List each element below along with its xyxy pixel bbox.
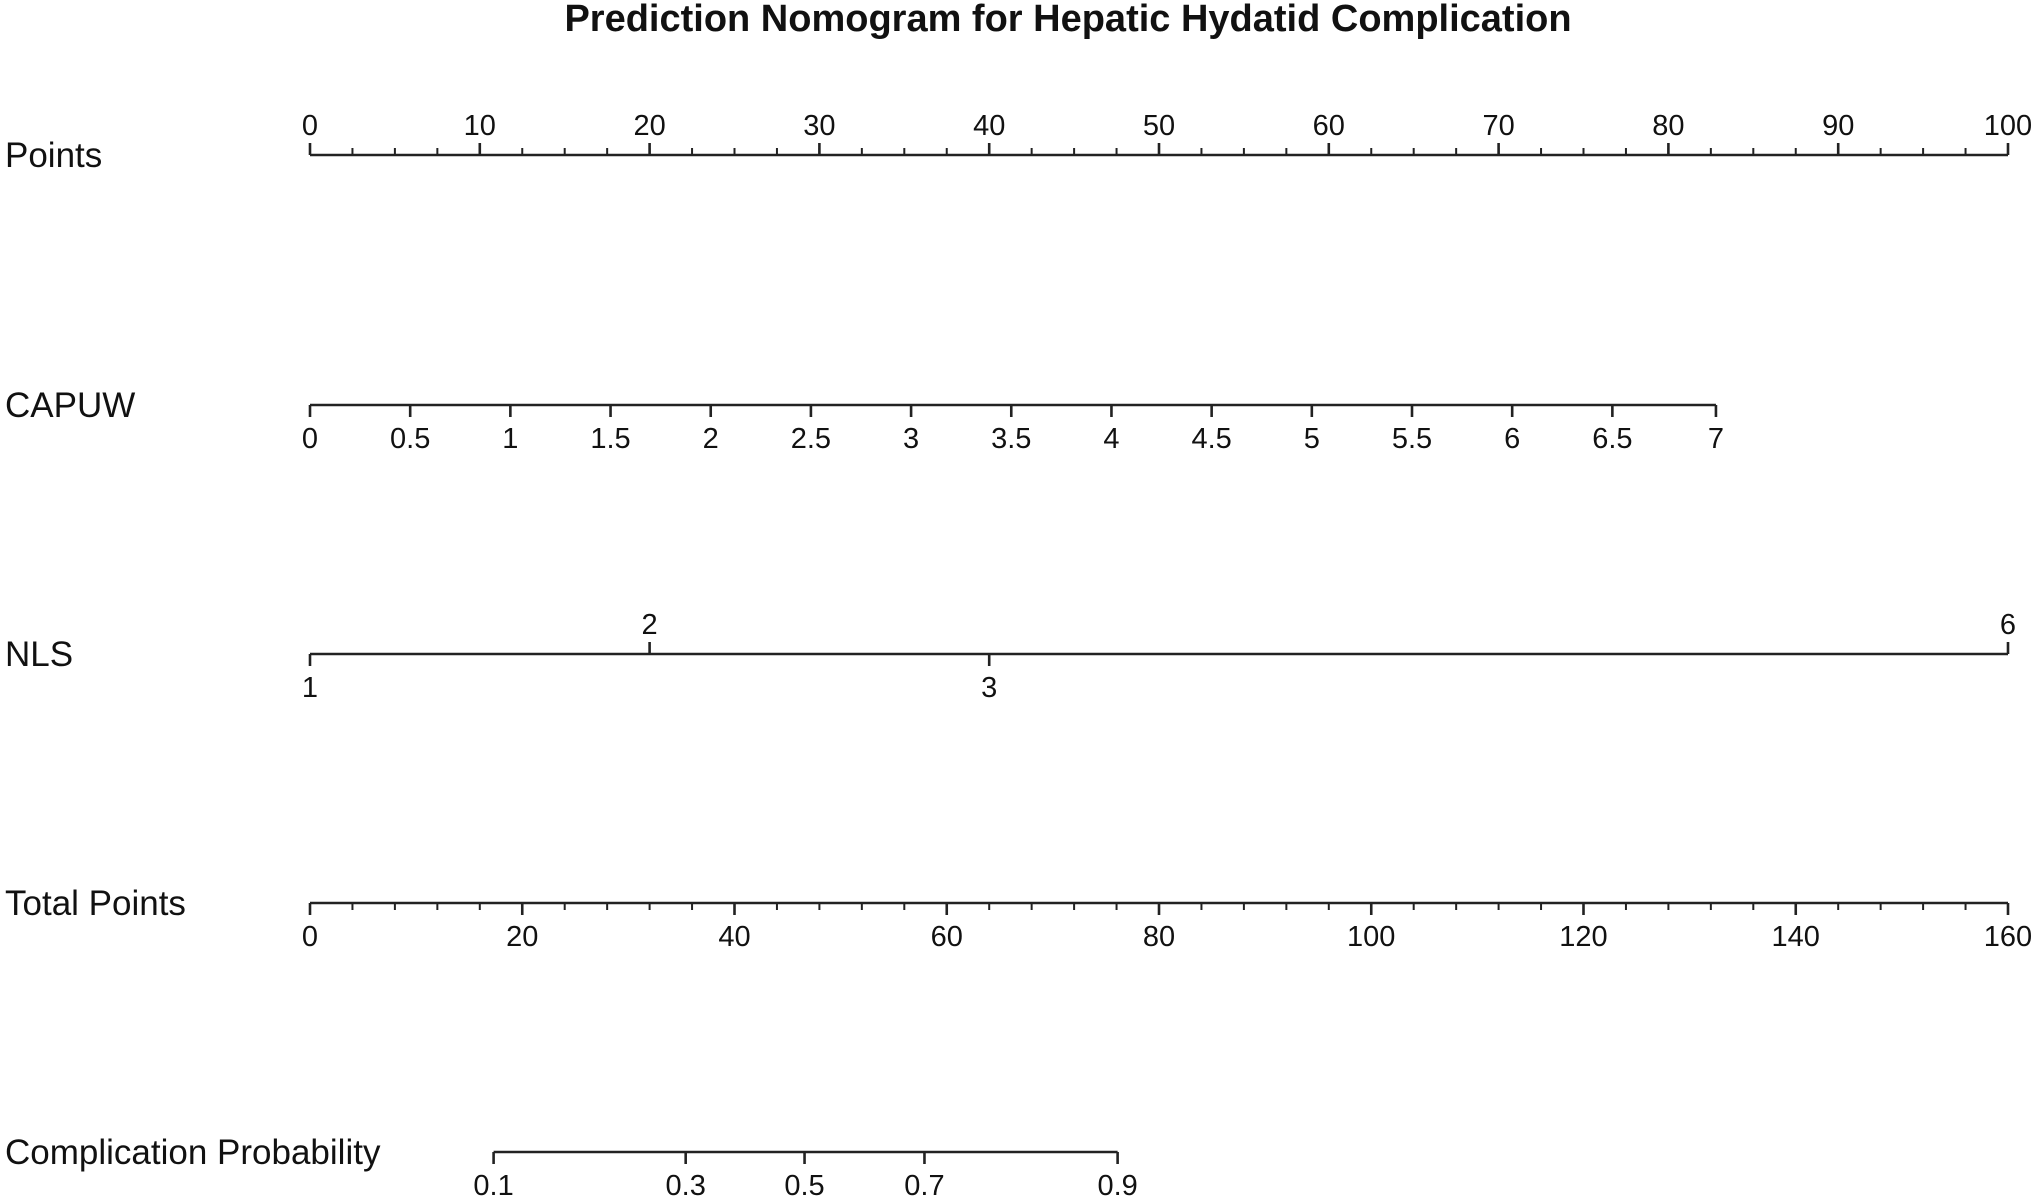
row-label-total-points: Total Points bbox=[5, 884, 186, 923]
tick-label: 3 bbox=[903, 423, 919, 455]
row-points: Points 0 10 20 30 40 50 60 70 80 90 100 bbox=[5, 110, 2032, 175]
tick-label: 4 bbox=[1103, 423, 1119, 455]
tick-label: 3.5 bbox=[991, 423, 1031, 455]
tick-label: 0 bbox=[302, 110, 318, 142]
tick-label: 0.9 bbox=[1097, 1170, 1137, 1202]
tick-label: 60 bbox=[931, 921, 963, 953]
tick-label: 0.5 bbox=[390, 423, 430, 455]
tick-label: 2 bbox=[642, 609, 658, 641]
tick-label: 1.5 bbox=[590, 423, 630, 455]
tick-label: 2 bbox=[703, 423, 719, 455]
tick-label: 100 bbox=[1347, 921, 1395, 953]
tick-label: 7 bbox=[1708, 423, 1724, 455]
tick-label: 5.5 bbox=[1392, 423, 1432, 455]
row-complication-probability: Complication Probability 0.1 0.3 0.5 0.7 0.9 bbox=[5, 1133, 1138, 1202]
tick-label: 6.5 bbox=[1592, 423, 1632, 455]
row-label-nls: NLS bbox=[5, 635, 73, 674]
tick-label: 6 bbox=[1504, 423, 1520, 455]
row-nls: NLS 1 2 3 6 bbox=[5, 609, 2016, 704]
tick-label: 3 bbox=[981, 672, 997, 704]
row-label-complication-probability: Complication Probability bbox=[5, 1133, 381, 1172]
tick-label: 50 bbox=[1143, 110, 1175, 142]
tick-label: 0 bbox=[302, 921, 318, 953]
tick-label: 0.1 bbox=[473, 1170, 513, 1202]
tick-label: 20 bbox=[633, 110, 665, 142]
tick-label: 2.5 bbox=[791, 423, 831, 455]
tick-label: 30 bbox=[803, 110, 835, 142]
tick-label: 90 bbox=[1822, 110, 1854, 142]
tick-label: 0 bbox=[302, 423, 318, 455]
tick-label: 140 bbox=[1772, 921, 1820, 953]
tick-label: 120 bbox=[1559, 921, 1607, 953]
tick-label: 40 bbox=[718, 921, 750, 953]
tick-label: 20 bbox=[506, 921, 538, 953]
tick-label: 80 bbox=[1652, 110, 1684, 142]
tick-label: 160 bbox=[1984, 921, 2032, 953]
tick-label: 40 bbox=[973, 110, 1005, 142]
tick-label: 60 bbox=[1313, 110, 1345, 142]
tick-label: 4.5 bbox=[1191, 423, 1231, 455]
row-capuw: CAPUW 0 0.5 1 1.5 2 2.5 3 3.5 4 4.5 5 5.5 6 6.5 7 bbox=[5, 386, 1724, 455]
chart-title: Prediction Nomogram for Hepatic Hydatid … bbox=[564, 0, 1571, 40]
tick-label: 10 bbox=[464, 110, 496, 142]
tick-label: 100 bbox=[1984, 110, 2032, 142]
tick-label: 0.7 bbox=[904, 1170, 944, 1202]
row-total-points: Total Points 0 20 40 60 80 100 120 140 160 bbox=[5, 884, 2032, 953]
tick-label: 70 bbox=[1482, 110, 1514, 142]
tick-label: 80 bbox=[1143, 921, 1175, 953]
row-label-points: Points bbox=[5, 136, 102, 175]
tick-label: 1 bbox=[302, 672, 318, 704]
tick-label: 0.3 bbox=[666, 1170, 706, 1202]
row-label-capuw: CAPUW bbox=[5, 386, 135, 425]
tick-label: 0.5 bbox=[784, 1170, 824, 1202]
tick-label: 1 bbox=[502, 423, 518, 455]
tick-label: 6 bbox=[2000, 609, 2016, 641]
tick-label: 5 bbox=[1304, 423, 1320, 455]
